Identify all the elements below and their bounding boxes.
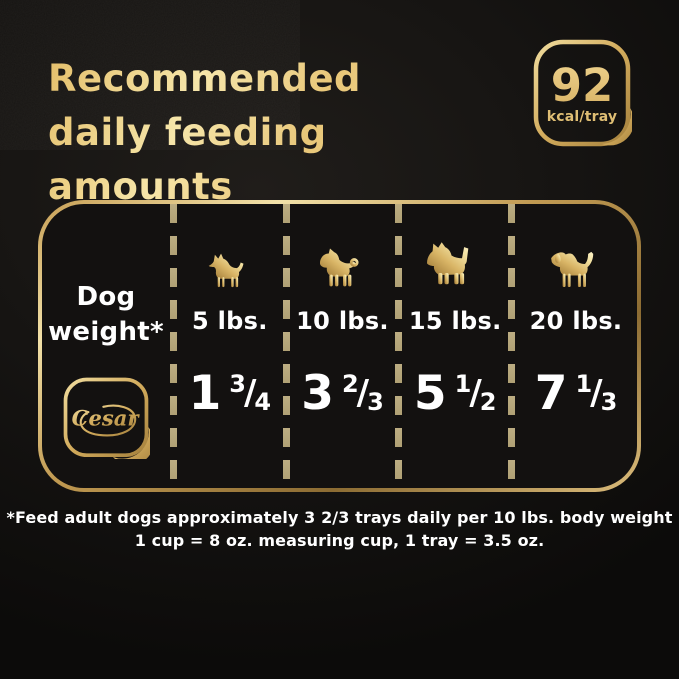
tray-amount: 3 2/3 [301,366,384,421]
tray-amount: 7 1/3 [534,366,618,421]
footnote-line2: 1 cup = 8 oz. measuring cup, 1 tray = 3.… [134,531,545,550]
feeding-column-20lbs: 20 lbs. 7 1/3 [515,204,637,488]
column-dog-weight: Dog weight* Cesar [42,204,170,488]
pug-icon [319,248,359,287]
cesar-wordmark: Cesar [72,405,141,430]
tray-amount: 1 3/4 [188,366,272,421]
page-title-line1: Recommended [48,57,362,100]
cesar-logo: Cesar [62,376,150,459]
column-divider [395,204,403,488]
page-title-line2: daily feeding amounts [48,111,327,208]
feeding-table: Dog weight* Cesar [38,200,641,492]
footnote: *Feed adult dogs approximately 3 2/3 tra… [0,506,679,552]
tray-outline-icon [533,39,632,147]
weight-label: 15 lbs. [408,307,502,335]
footnote-line1: *Feed adult dogs approximately 3 2/3 tra… [6,508,673,527]
feeding-column-5lbs: 5 lbs. 1 3/4 [177,204,283,488]
weight-label: 20 lbs. [529,307,623,335]
dog-weight-label: Dog weight* [48,282,164,347]
kcal-value: 92 [550,58,614,112]
page-title: Recommended daily feeding amounts [48,52,518,214]
column-divider [508,204,516,488]
kcal-badge: 92 kcal/tray [532,38,632,148]
small-dog-icon [208,253,244,288]
beagle-icon [551,251,594,287]
feeding-column-15lbs: 15 lbs. 5 1/2 [402,204,508,488]
weight-label: 5 lbs. [192,307,268,335]
column-divider [170,204,177,488]
tray-amount: 5 1/2 [413,366,497,421]
cesar-tray-icon: Cesar [63,377,150,459]
column-divider [282,204,290,488]
kcal-unit: kcal/tray [546,108,618,125]
terrier-icon [427,242,469,285]
feeding-column-10lbs: 10 lbs. 3 2/3 [290,204,396,488]
weight-label: 10 lbs. [296,307,389,335]
